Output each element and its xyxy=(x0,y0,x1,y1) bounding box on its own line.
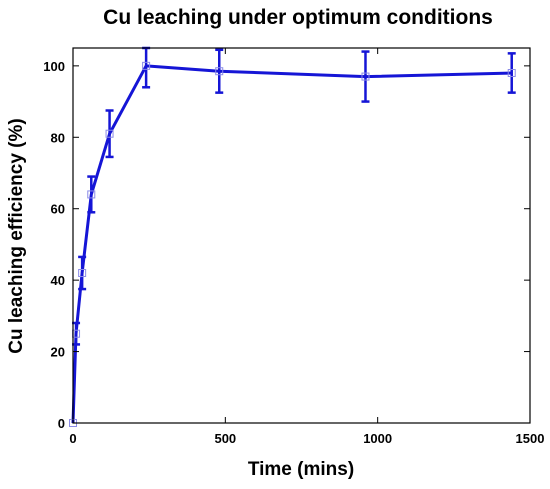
data-point xyxy=(78,269,87,277)
y-tick-label: 60 xyxy=(51,202,65,217)
data-point xyxy=(507,69,516,77)
y-tick-label: 100 xyxy=(43,59,65,74)
plot-area xyxy=(69,46,516,427)
data-point xyxy=(87,190,96,199)
chart-title: Cu leaching under optimum conditions xyxy=(103,6,493,29)
x-tick-label: 500 xyxy=(214,431,236,446)
y-axis-label: Cu leaching efficiency (%) xyxy=(6,118,27,353)
data-point xyxy=(142,61,151,70)
y-tick-label: 80 xyxy=(51,130,65,145)
y-tick-label: 40 xyxy=(51,273,65,288)
y-tick-label: 0 xyxy=(58,416,65,431)
x-tick-label: 1000 xyxy=(363,431,392,446)
data-point xyxy=(361,72,370,81)
x-tick-label: 0 xyxy=(69,431,76,446)
y-tick-label: 20 xyxy=(51,345,65,360)
x-tick-label: 1500 xyxy=(516,431,545,446)
x-axis-label: Time (mins) xyxy=(248,459,354,480)
data-series-line xyxy=(71,64,512,424)
data-point xyxy=(105,129,114,138)
data-point xyxy=(215,67,224,76)
plot-frame xyxy=(72,47,531,424)
axis-ticks: 0 500 1000 1500 0 20 40 60 80 100 xyxy=(43,48,544,446)
